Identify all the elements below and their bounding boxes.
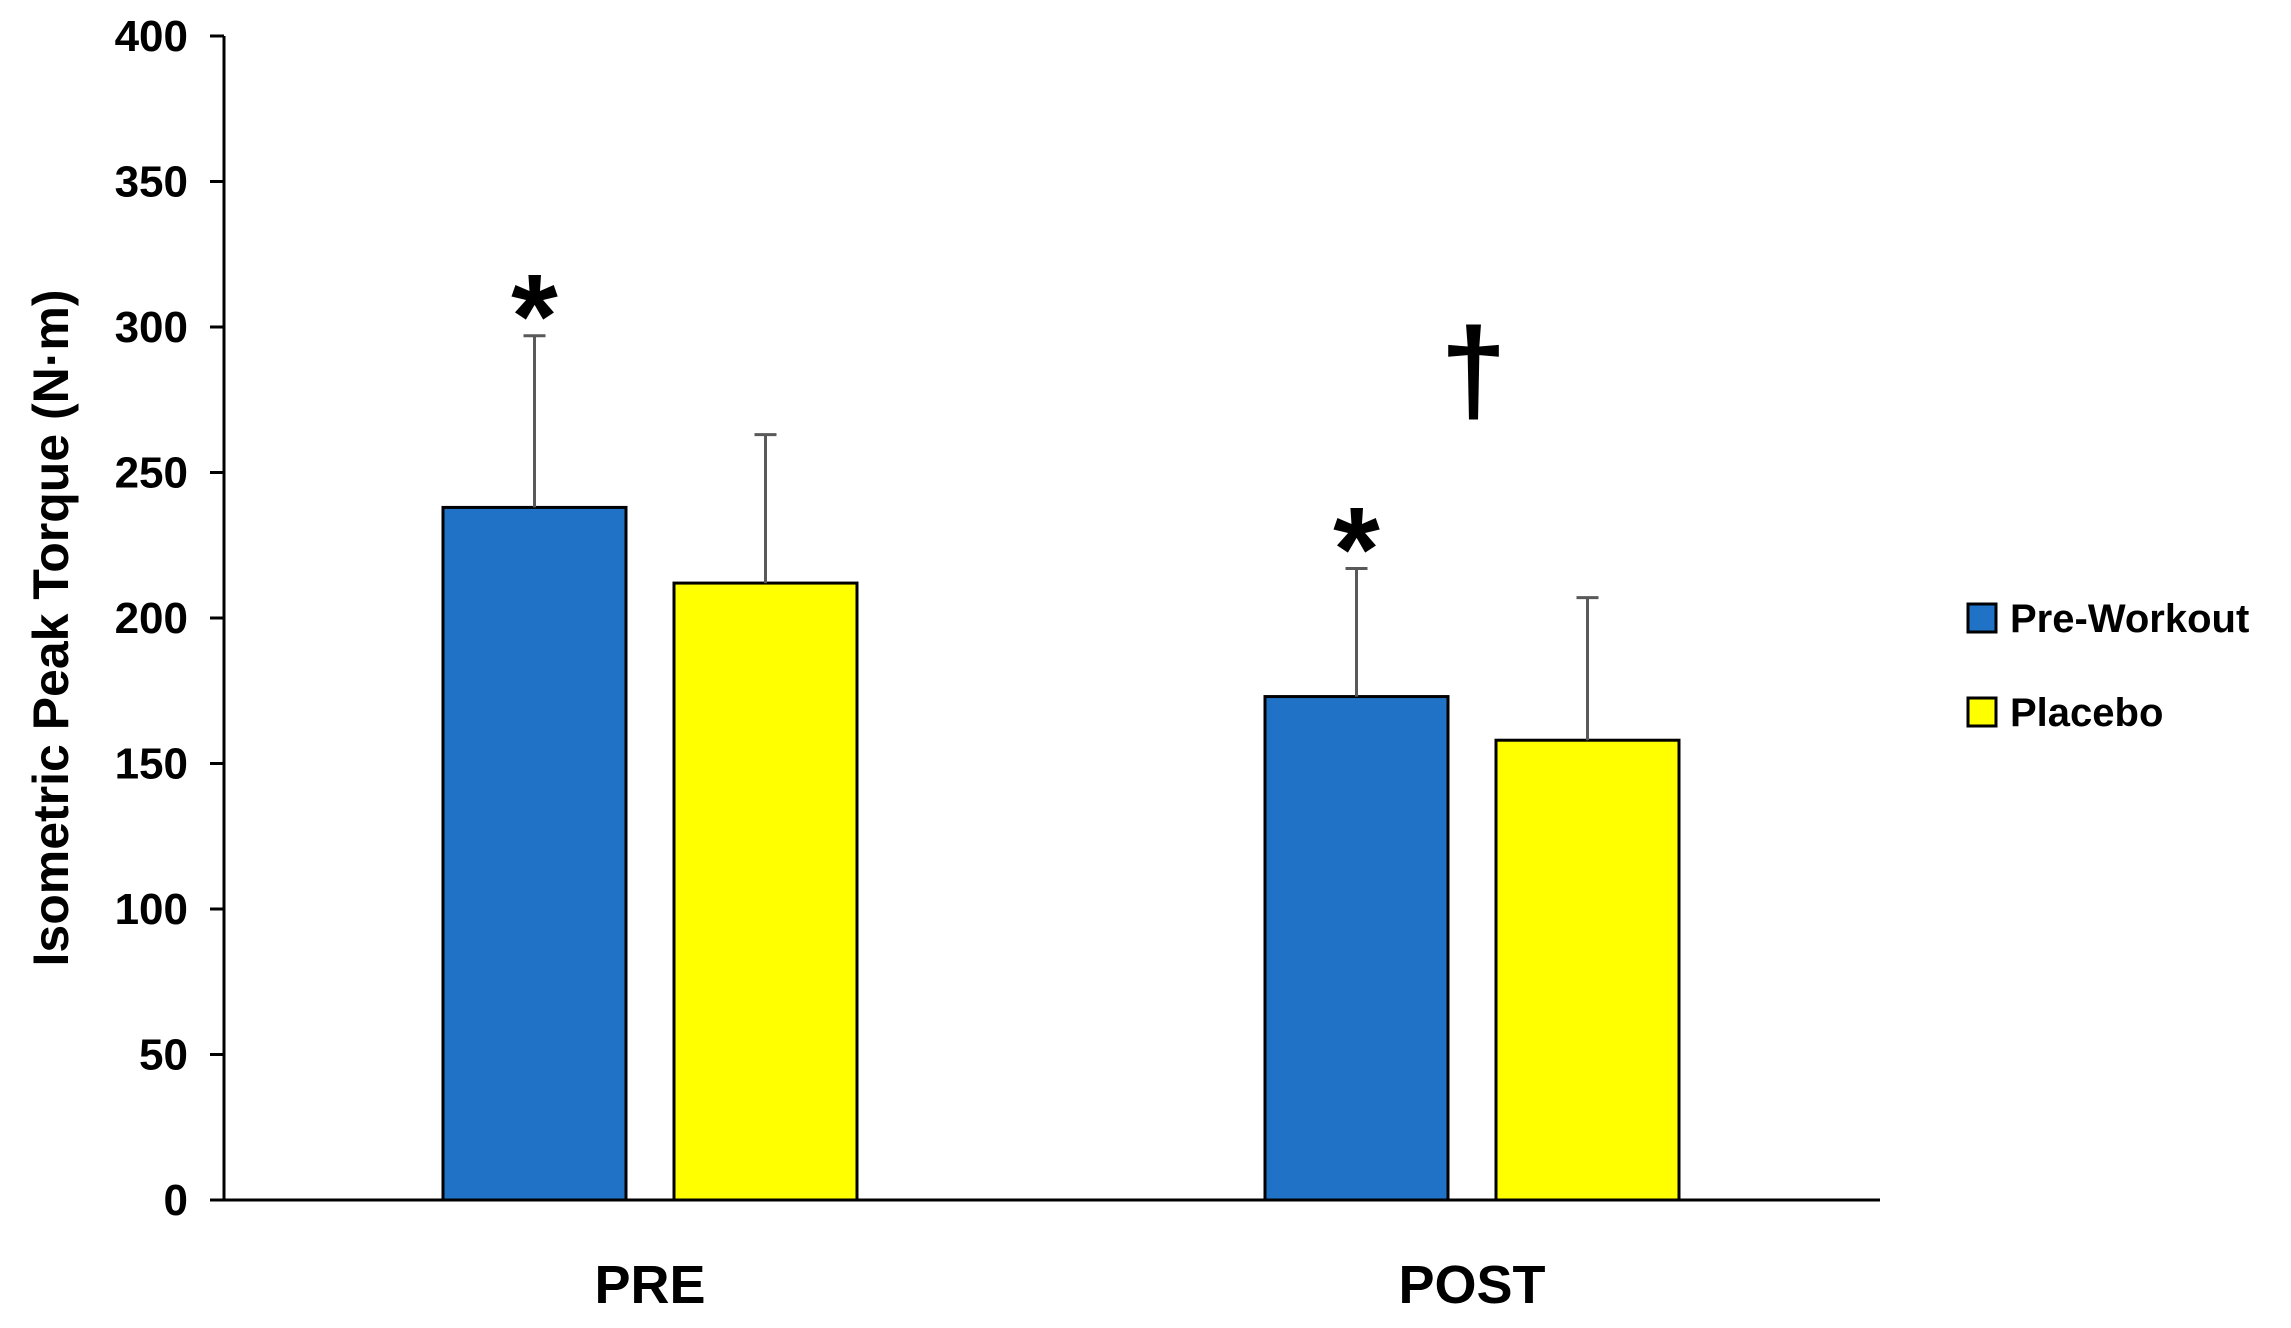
y-tick-label: 300 — [115, 303, 188, 352]
y-tick-label: 400 — [115, 12, 188, 61]
plot-area: 0 50 100 150 200 250 300 350 400 PRE POST * * † — [115, 12, 1880, 1315]
y-tick-label: 150 — [115, 740, 188, 789]
legend-swatch-pre-workout — [1966, 602, 1998, 634]
bar-pre-workout-post — [1263, 695, 1450, 1202]
legend-label-pre-workout: Pre-Workout — [2010, 597, 2249, 641]
significance-asterisk: * — [511, 250, 558, 384]
bar-pre-workout-pre — [441, 505, 628, 1202]
y-tick-label: 250 — [115, 449, 188, 498]
y-tick-label: 200 — [115, 594, 188, 643]
legend-swatch-placebo — [1966, 696, 1998, 728]
y-tick-label: 350 — [115, 158, 188, 207]
y-tick-label: 50 — [139, 1031, 188, 1080]
y-tick-label: 0 — [164, 1176, 188, 1225]
significance-asterisk: * — [1333, 483, 1380, 617]
legend: Pre-Workout Placebo — [1966, 597, 2249, 735]
significance-dagger: † — [1440, 304, 1507, 438]
bar-placebo-post — [1494, 738, 1681, 1202]
x-tick-label-post: POST — [1398, 1255, 1545, 1315]
bar-placebo-pre — [672, 581, 859, 1202]
y-axis-label: Isometric Peak Torque (N·m) — [23, 289, 79, 966]
legend-label-placebo: Placebo — [2010, 691, 2163, 735]
x-tick-label-pre: PRE — [594, 1255, 705, 1315]
y-tick-label: 100 — [115, 885, 188, 934]
